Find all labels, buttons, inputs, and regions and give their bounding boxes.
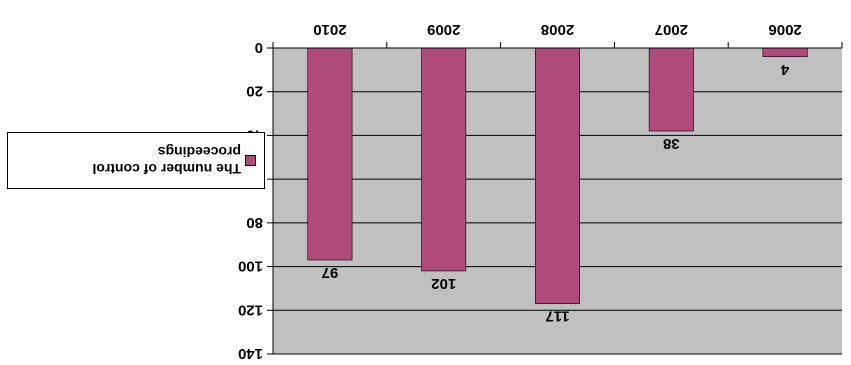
x-category-label: 2010 (313, 21, 346, 38)
x-category-label: 2008 (541, 21, 574, 38)
bars (307, 47, 808, 305)
data-label: 97 (322, 264, 339, 281)
axes (267, 42, 843, 355)
data-label: 117 (545, 308, 569, 325)
legend-label: The number of control proceedings (92, 144, 241, 178)
y-tick-label: 140 (238, 345, 263, 362)
y-tick-label: 20 (246, 83, 263, 100)
bar (307, 47, 353, 261)
data-label: 102 (431, 275, 456, 292)
y-tick-label: 100 (238, 258, 263, 275)
bar (648, 47, 694, 132)
legend-swatch (245, 155, 256, 166)
legend: The number of control proceedings (7, 132, 265, 189)
data-label: 4 (780, 61, 789, 78)
labels: 0204060801001201402006420073820081172009… (238, 21, 802, 362)
data-label: 38 (663, 135, 680, 152)
y-tick-label: 120 (238, 301, 263, 318)
bar (535, 47, 580, 305)
bar (421, 47, 467, 272)
y-tick-label: 0 (255, 39, 263, 56)
y-tick-label: 80 (246, 214, 263, 231)
bar (762, 47, 808, 58)
x-category-label: 2009 (427, 21, 460, 38)
x-category-label: 2006 (768, 21, 801, 38)
x-category-label: 2007 (655, 21, 688, 38)
